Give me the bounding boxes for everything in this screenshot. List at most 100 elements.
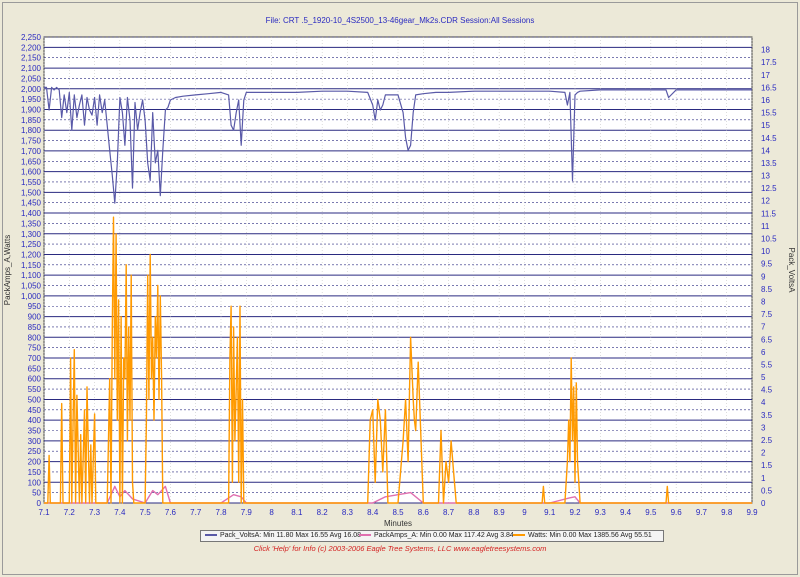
right-tick-label: 7.5 (761, 310, 773, 319)
left-tick-label: 500 (28, 395, 42, 404)
left-tick-label: 2,200 (21, 43, 42, 52)
x-tick-label: 8.3 (342, 508, 354, 517)
right-tick-label: 14.5 (761, 134, 777, 143)
legend-label-watts: Watts: Min 0.00 Max 1385.56 Avg 55.51 (528, 532, 652, 539)
left-tick-label: 600 (28, 375, 42, 384)
left-tick-label: 900 (28, 313, 42, 322)
x-tick-label: 9.3 (595, 508, 607, 517)
right-tick-label: 4.5 (761, 386, 773, 395)
x-tick-label: 9.2 (569, 508, 581, 517)
x-tick-label: 8.1 (291, 508, 303, 517)
right-tick-label: 9 (761, 272, 766, 281)
left-tick-label: 1,800 (21, 126, 42, 135)
x-tick-label: 8.9 (494, 508, 506, 517)
left-tick-label: 2,100 (21, 64, 42, 73)
x-tick-label: 9.5 (645, 508, 657, 517)
x-tick-label: 7.4 (114, 508, 126, 517)
x-tick-label: 9 (522, 508, 527, 517)
right-tick-label: 7 (761, 323, 766, 332)
left-tick-label: 1,000 (21, 292, 42, 301)
x-tick-label: 9.7 (696, 508, 708, 517)
x-tick-label: 9.1 (544, 508, 556, 517)
right-tick-label: 9.5 (761, 260, 773, 269)
left-tick-label: 2,000 (21, 85, 42, 94)
right-tick-label: 3 (761, 423, 766, 432)
right-tick-label: 17.5 (761, 58, 777, 67)
chart-title: File: CRT .5_1920-10_4S2500_13-46gear_Mk… (265, 16, 535, 25)
legend-swatch-volts (205, 534, 217, 537)
left-tick-label: 750 (28, 344, 42, 353)
left-tick-label: 50 (32, 489, 41, 498)
x-tick-label: 9.9 (746, 508, 758, 517)
right-tick-label: 11 (761, 222, 770, 231)
x-tick-label: 7.6 (165, 508, 177, 517)
left-tick-label: 650 (28, 364, 42, 373)
right-tick-label: 6.5 (761, 335, 773, 344)
left-tick-label: 2,050 (21, 74, 42, 83)
left-tick-label: 1,750 (21, 137, 42, 146)
right-tick-label: 16.5 (761, 83, 777, 92)
left-tick-label: 550 (28, 385, 42, 394)
left-tick-label: 200 (28, 458, 42, 467)
x-axis-ticks: 7.1 7.2 7.3 7.4 7.5 7.6 7.7 7.8 7.9 8 8.1 8.2 8.3 8.4… (38, 508, 758, 517)
x-tick-label: 8.6 (418, 508, 430, 517)
left-tick-label: 1,100 (21, 271, 42, 280)
right-axis-ticks: 00.511.522.533.544.555.566.577.588.599.5… (761, 46, 777, 508)
right-tick-label: 17 (761, 71, 770, 80)
right-tick-label: 3.5 (761, 411, 773, 420)
right-tick-label: 13.5 (761, 159, 777, 168)
x-tick-label: 8 (269, 508, 274, 517)
left-tick-label: 1,300 (21, 230, 42, 239)
footer-copyright: Click 'Help' for Info (c) 2003-2006 Eagl… (253, 544, 547, 553)
left-tick-label: 450 (28, 406, 42, 415)
left-tick-label: 2,150 (21, 54, 42, 63)
legend-item-amps: PackAmps_A: Min 0.00 Max 117.42 Avg 3.84 (359, 531, 514, 541)
left-tick-label: 2,250 (21, 33, 42, 42)
left-tick-label: 1,200 (21, 250, 42, 259)
left-tick-label: 850 (28, 323, 42, 332)
x-tick-label: 9.8 (721, 508, 733, 517)
right-tick-label: 5 (761, 373, 766, 382)
left-tick-label: 800 (28, 333, 42, 342)
right-tick-label: 13 (761, 172, 770, 181)
left-tick-label: 1,400 (21, 209, 42, 218)
legend: Pack_VoltsA: Min 11.80 Max 16.55 Avg 16.… (200, 530, 664, 542)
left-tick-label: 1,950 (21, 95, 42, 104)
legend-label-amps: PackAmps_A: Min 0.00 Max 117.42 Avg 3.84 (374, 532, 514, 539)
left-tick-label: 1,350 (21, 219, 42, 228)
right-tick-label: 12 (761, 197, 770, 206)
right-tick-label: 2 (761, 449, 766, 458)
x-axis-label: Minutes (384, 519, 412, 528)
left-tick-label: 700 (28, 354, 42, 363)
right-tick-label: 15.5 (761, 109, 777, 118)
x-tick-label: 8.7 (443, 508, 455, 517)
x-tick-label: 8.5 (392, 508, 404, 517)
left-tick-label: 1,250 (21, 240, 42, 249)
left-tick-label: 300 (28, 437, 42, 446)
right-tick-label: 0.5 (761, 486, 773, 495)
legend-swatch-watts (513, 534, 525, 537)
left-tick-label: 1,600 (21, 168, 42, 177)
x-tick-label: 7.2 (64, 508, 76, 517)
legend-label-volts: Pack_VoltsA: Min 11.80 Max 16.55 Avg 16.… (220, 532, 361, 539)
right-tick-label: 8 (761, 297, 766, 306)
right-tick-label: 6 (761, 348, 766, 357)
x-tick-label: 7.1 (38, 508, 50, 517)
legend-swatch-amps (359, 534, 371, 537)
right-tick-label: 12.5 (761, 184, 777, 193)
left-tick-label: 1,650 (21, 157, 42, 166)
x-tick-label: 7.8 (215, 508, 227, 517)
left-axis-label: PackAmps_A,Watts (3, 235, 12, 305)
left-tick-label: 250 (28, 447, 42, 456)
left-tick-label: 1,050 (21, 282, 42, 291)
left-tick-label: 150 (28, 468, 42, 477)
x-tick-label: 7.7 (190, 508, 202, 517)
right-tick-label: 11.5 (761, 209, 777, 218)
right-tick-label: 14 (761, 146, 770, 155)
left-tick-label: 1,500 (21, 188, 42, 197)
x-tick-label: 8.4 (367, 508, 379, 517)
right-tick-label: 8.5 (761, 285, 773, 294)
left-axis-ticks: 0501001502002503003504004505005506006507… (21, 33, 42, 508)
left-tick-label: 1,450 (21, 199, 42, 208)
right-tick-label: 15 (761, 121, 770, 130)
